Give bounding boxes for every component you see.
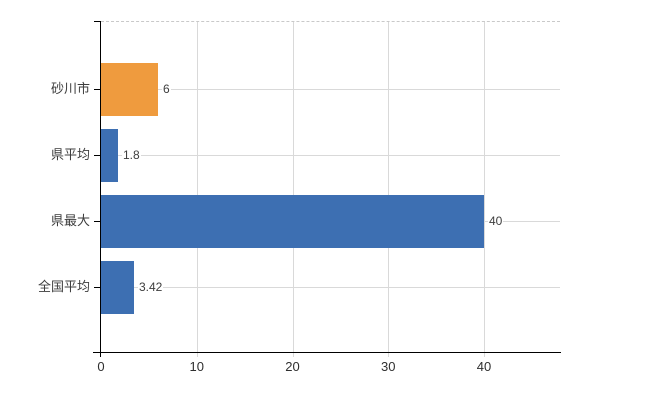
x-tick-label: 30 bbox=[381, 359, 396, 374]
plot-top-border bbox=[101, 21, 560, 22]
bar bbox=[101, 63, 158, 116]
horizontal-gridline bbox=[101, 155, 560, 156]
category-label: 全国平均 bbox=[37, 279, 90, 294]
x-tick-label: 10 bbox=[189, 359, 204, 374]
vertical-gridline bbox=[292, 21, 294, 352]
value-label: 1.8 bbox=[122, 148, 141, 162]
category-label: 県平均 bbox=[50, 147, 90, 162]
y-axis-tick bbox=[94, 155, 101, 156]
vertical-gridline bbox=[196, 21, 198, 352]
bar bbox=[101, 129, 118, 182]
bar bbox=[101, 195, 484, 248]
bar bbox=[101, 261, 134, 314]
y-axis-top-tick bbox=[94, 21, 101, 22]
x-tick-label: 20 bbox=[285, 359, 300, 374]
y-axis-tick bbox=[94, 89, 101, 90]
y-axis-tick bbox=[94, 221, 101, 222]
category-label: 県最大 bbox=[50, 213, 90, 228]
x-tick-label: 40 bbox=[476, 359, 492, 374]
horizontal-gridline bbox=[101, 287, 560, 288]
x-tick-label: 0 bbox=[97, 359, 105, 374]
vertical-gridline bbox=[388, 21, 390, 352]
x-axis-tick bbox=[292, 353, 294, 357]
y-axis-tick bbox=[94, 287, 101, 288]
x-axis-tick bbox=[388, 353, 390, 357]
x-axis-tick bbox=[484, 353, 485, 357]
vertical-gridline bbox=[484, 21, 485, 352]
x-axis-line bbox=[93, 352, 561, 353]
category-label: 砂川市 bbox=[50, 81, 90, 96]
value-label: 6 bbox=[162, 82, 171, 96]
x-axis-tick bbox=[196, 353, 198, 357]
horizontal-gridline bbox=[101, 89, 560, 90]
y-axis-line bbox=[100, 21, 101, 357]
value-label: 40 bbox=[488, 214, 504, 228]
value-label: 3.42 bbox=[138, 280, 164, 294]
